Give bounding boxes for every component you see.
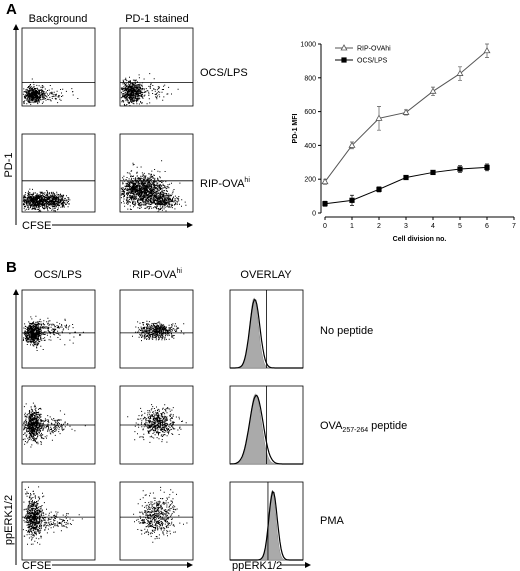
column-label: OCS/LPS — [34, 269, 82, 281]
dots — [38, 190, 71, 212]
dot-plot — [133, 486, 188, 543]
point — [375, 114, 383, 121]
dots — [22, 486, 48, 545]
dots — [22, 78, 54, 105]
y-axis-label: ppERK1/2 — [3, 495, 15, 545]
y-axis-label: PD-1 — [3, 152, 15, 177]
dot-plot — [132, 320, 185, 342]
point — [322, 201, 328, 207]
plot-frame — [21, 289, 96, 369]
plot-frame — [21, 481, 96, 561]
y-tick-label: 600 — [304, 109, 316, 116]
row-label: OCS/LPS — [200, 67, 248, 79]
histogram-line — [230, 490, 303, 561]
x-tick-label: 5 — [458, 223, 462, 230]
x-tick-label: 3 — [404, 223, 408, 230]
point — [484, 164, 490, 170]
dots — [24, 84, 79, 104]
row-label: RIP-OVAhi — [200, 177, 250, 190]
point — [430, 169, 436, 176]
dots — [132, 320, 185, 342]
point — [321, 177, 329, 185]
column-label: RIP-OVAhi — [132, 268, 182, 281]
x-tick-label: 7 — [512, 223, 516, 230]
y-tick-label: 800 — [304, 75, 316, 82]
point — [376, 186, 382, 192]
y-tick-label: 1000 — [300, 42, 316, 49]
y-axis-label: PD-1 MFI — [292, 113, 299, 143]
point — [340, 44, 348, 51]
x-tick-label: 0 — [323, 223, 327, 230]
x-tick-label: 4 — [431, 223, 435, 230]
row-label: OVA257-264 peptide — [320, 420, 407, 434]
column-label: Background — [29, 13, 88, 25]
y-tick-label: 200 — [304, 177, 316, 184]
point — [403, 174, 409, 181]
plot-frame — [119, 481, 194, 561]
plot-frame — [21, 27, 96, 107]
point — [457, 166, 463, 172]
point — [483, 46, 491, 54]
dots — [120, 160, 181, 210]
plot-frame — [21, 133, 96, 213]
plot-frame — [119, 133, 194, 213]
dots — [127, 404, 187, 443]
column-label: PD-1 stained — [125, 13, 189, 25]
dots — [22, 315, 48, 351]
series-line — [324, 166, 488, 205]
dot-plot — [22, 315, 84, 351]
dots — [24, 317, 84, 346]
x-axis-label: Cell division no. — [393, 236, 447, 243]
dots — [140, 188, 187, 213]
plot-frame — [119, 27, 194, 107]
legend-label: OCS/LPS — [357, 58, 388, 65]
dot-plot — [22, 486, 83, 545]
x-axis-label: CFSE — [22, 560, 51, 571]
dots — [26, 511, 83, 537]
x-axis-label: CFSE — [22, 220, 51, 232]
dots — [133, 486, 188, 543]
dots — [122, 73, 179, 105]
x-tick-label: 6 — [485, 223, 489, 230]
row-label: No peptide — [320, 325, 373, 337]
column-label: OVERLAY — [240, 269, 292, 281]
panel-label: B — [6, 259, 17, 276]
point — [341, 57, 347, 63]
dots — [22, 188, 64, 212]
dot-plot — [22, 188, 71, 212]
histogram-fill — [230, 489, 303, 561]
row-label: PMA — [320, 515, 345, 527]
point — [429, 87, 437, 94]
x-tick-label: 1 — [350, 223, 354, 230]
point — [349, 197, 355, 203]
plot-frame — [119, 289, 194, 369]
dot-plot — [120, 73, 179, 107]
x-tick-label: 2 — [377, 223, 381, 230]
y-tick-label: 400 — [304, 143, 316, 150]
legend-label: RIP-OVAhi — [357, 46, 391, 53]
point — [402, 108, 410, 115]
dots — [28, 410, 86, 441]
point — [456, 69, 464, 76]
point — [348, 141, 356, 148]
y-tick-label: 0 — [312, 211, 316, 218]
series-line — [324, 50, 488, 183]
x-axis-label: ppERK1/2 — [232, 560, 282, 571]
panel-label: A — [6, 1, 17, 18]
dot-plot — [127, 404, 187, 443]
dot-plot — [22, 78, 79, 105]
dot-plot — [120, 160, 187, 213]
